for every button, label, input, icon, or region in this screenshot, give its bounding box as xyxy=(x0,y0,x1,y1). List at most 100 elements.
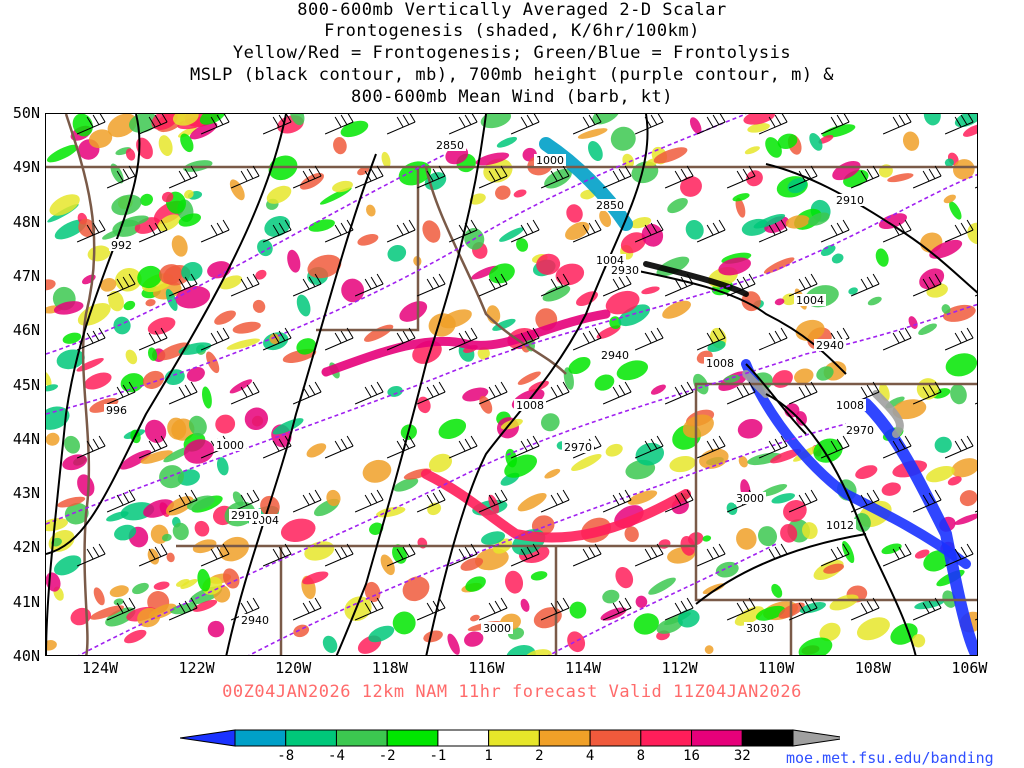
shade-blob xyxy=(197,568,211,592)
border-line xyxy=(176,382,977,548)
colorbar-label: 2 xyxy=(535,748,544,764)
lat-label: 45N xyxy=(12,375,40,394)
shade-blob xyxy=(113,598,124,606)
shade-blob xyxy=(376,506,406,518)
shade-blob xyxy=(159,264,183,285)
shade-blob xyxy=(161,533,172,542)
wind-barb xyxy=(540,597,570,621)
map-panel: 992 996 1000 1000 1004 1004 1004 1008 1008 1008 10… xyxy=(45,113,978,656)
wind-barb xyxy=(850,273,880,297)
shade-blob xyxy=(57,496,86,508)
wind-barb xyxy=(572,219,602,243)
shade-blob xyxy=(172,114,199,126)
wind-barb xyxy=(602,597,632,621)
shade-blob xyxy=(64,435,81,454)
title-line-3: Yellow/Red = Frontogenesis; Green/Blue =… xyxy=(232,43,792,63)
lon-label: 112W xyxy=(661,659,698,677)
shade-blob xyxy=(46,144,79,163)
wind-barb xyxy=(200,114,230,135)
mslp-label: 1008 xyxy=(836,399,864,412)
wind-barb xyxy=(540,273,570,297)
wind-barb xyxy=(882,543,912,567)
credit-link[interactable]: moe.met.fsu.edu/banding xyxy=(786,749,994,767)
wind-barb xyxy=(324,327,354,351)
shade-blob xyxy=(881,543,902,555)
shade-blob xyxy=(114,524,137,541)
wind-barb xyxy=(758,435,788,459)
shade-blob xyxy=(341,278,365,303)
shade-blob xyxy=(172,522,189,541)
wind-barb xyxy=(478,273,508,297)
height-label-bg xyxy=(594,199,626,211)
wind-barb xyxy=(788,489,818,513)
shade-blob xyxy=(115,268,142,292)
shade-blob xyxy=(770,448,802,464)
shade-blob xyxy=(951,458,977,478)
shade-blob xyxy=(136,137,153,160)
colorbar-segment xyxy=(488,729,540,747)
wind-barb xyxy=(416,165,446,189)
wind-barb xyxy=(354,165,384,189)
wind-barb xyxy=(944,543,974,567)
shade-blob xyxy=(326,489,341,507)
height-label: 2940 xyxy=(816,339,844,352)
shade-blob xyxy=(734,606,764,626)
title-line-4: MSLP (black contour, mb), 700mb height (… xyxy=(189,65,835,85)
mslp-contour xyxy=(335,114,487,655)
shade-blob xyxy=(108,290,124,312)
wind-barb xyxy=(324,543,354,567)
shade-blob xyxy=(798,637,833,655)
lon-label: 124W xyxy=(81,659,119,677)
shade-blob xyxy=(648,577,676,595)
shade-blob xyxy=(70,607,92,626)
shade-blob xyxy=(333,137,347,155)
shade-blob xyxy=(959,490,977,507)
shade-blob xyxy=(307,254,342,279)
shade-blob xyxy=(280,518,316,543)
wind-barb xyxy=(448,219,478,243)
shade-blob xyxy=(506,645,536,655)
title-line-5: 800-600mb Mean Wind (barb, kt) xyxy=(350,87,674,107)
shade-blob xyxy=(369,522,384,535)
shade-blob xyxy=(602,589,620,604)
shade-blob xyxy=(344,596,372,621)
mslp-contour xyxy=(46,114,287,555)
shade-blob xyxy=(911,634,926,648)
shade-blob xyxy=(181,262,203,281)
shade-blob xyxy=(53,301,84,315)
strong-shade-band xyxy=(860,398,977,655)
shade-blob xyxy=(308,219,335,232)
shade-blob xyxy=(178,342,212,355)
height-contours xyxy=(46,114,977,655)
shade-blob xyxy=(64,502,89,525)
wind-barb xyxy=(510,543,540,567)
shade-blob xyxy=(123,300,136,311)
shade-blob xyxy=(923,114,941,126)
wind-barb xyxy=(696,435,726,459)
shade-blob xyxy=(477,347,490,360)
shade-blob xyxy=(755,605,786,621)
contour-labels: 9929961000100010041004100410081008100810… xyxy=(104,139,876,635)
strong-shade-band xyxy=(539,137,633,231)
frontogenesis-shading xyxy=(46,114,977,655)
wind-barb xyxy=(448,435,478,459)
wind-barb xyxy=(540,381,570,405)
shade-blob xyxy=(934,436,952,453)
shade-blob xyxy=(170,603,198,615)
colorbar-label: 1 xyxy=(484,748,493,764)
shade-blob xyxy=(171,235,188,257)
shade-blob xyxy=(881,482,901,496)
shade-blob xyxy=(566,204,583,223)
shade-blob xyxy=(481,531,506,545)
wind-barb xyxy=(354,273,384,297)
wind-barb xyxy=(292,273,322,297)
mslp-label-bg xyxy=(834,399,866,411)
shade-blob xyxy=(46,640,57,651)
shade-blob xyxy=(219,536,250,562)
wind-barb xyxy=(230,381,260,405)
shade-blob xyxy=(925,465,955,483)
colorbar-label: -4 xyxy=(328,748,345,764)
wind-barb xyxy=(602,381,632,405)
shade-blob xyxy=(949,201,962,220)
wind-barb xyxy=(448,543,478,567)
